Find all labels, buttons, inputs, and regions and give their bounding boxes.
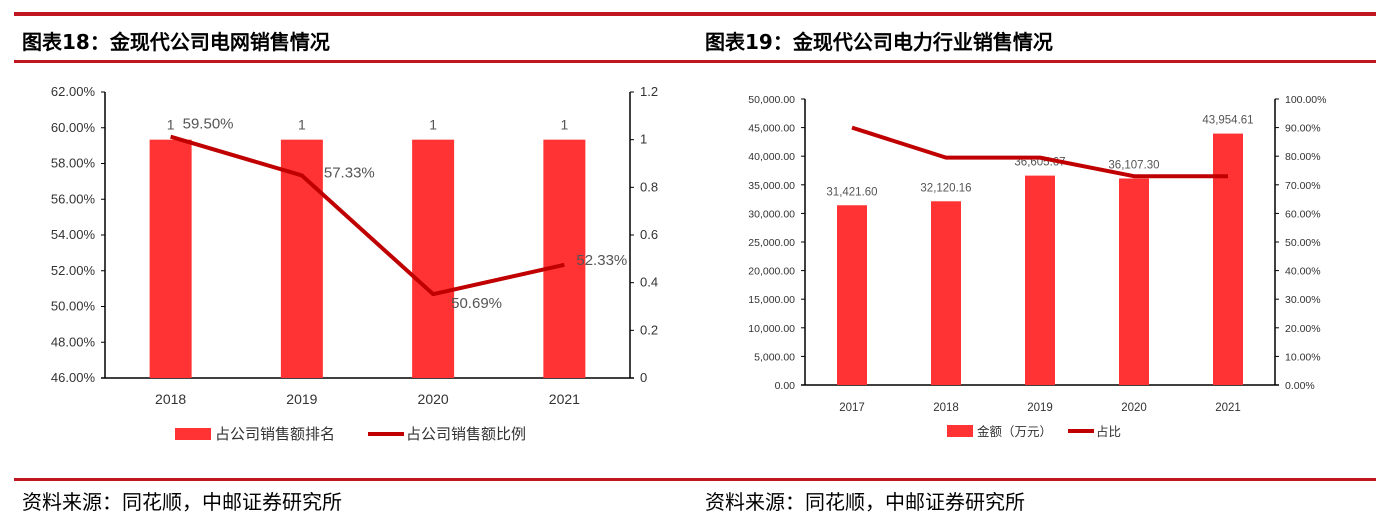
left-tick-label: 58.00% — [51, 156, 96, 171]
bar — [1119, 178, 1149, 385]
left-tick-label: 62.00% — [51, 84, 96, 99]
right-tick-label: 0.8 — [640, 179, 658, 194]
right-tick-label: 0.2 — [640, 322, 658, 337]
left-tick-label: 35,000.00 — [748, 180, 795, 192]
right-tick-label: 1 — [640, 132, 647, 147]
bar — [543, 139, 586, 378]
right-tick-label: 0 — [640, 370, 647, 385]
legend-bar-swatch — [175, 428, 211, 440]
bar-data-label: 32,120.16 — [920, 182, 971, 194]
chart-title: 图表18：金现代公司电网销售情况 — [22, 30, 330, 54]
left-tick-label: 48.00% — [51, 334, 96, 349]
bar — [837, 205, 867, 385]
legend-bar-swatch — [947, 425, 973, 437]
x-tick-label: 2018 — [933, 402, 959, 414]
bar-data-label: 36,107.30 — [1108, 159, 1159, 171]
bar-data-label: 1 — [560, 117, 568, 133]
x-tick-label: 2020 — [418, 391, 449, 407]
right-tick-label: 90.00% — [1285, 123, 1321, 135]
left-tick-label: 50,000.00 — [748, 94, 795, 106]
x-tick-label: 2020 — [1121, 402, 1147, 414]
bar — [149, 139, 192, 378]
panel-chart-18: 图表18：金现代公司电网销售情况 资料来源：同花顺，中邮证券研究所 — [14, 12, 697, 514]
panel-chart-19: 图表19：金现代公司电力行业销售情况 资料来源：同花顺，中邮证券研究所 — [697, 0, 1394, 526]
right-tick-label: 30.00% — [1285, 294, 1321, 306]
line-series — [170, 134, 565, 297]
title-rule — [14, 60, 697, 63]
right-tick-label: 70.00% — [1285, 180, 1321, 192]
source-rule — [14, 478, 697, 481]
left-tick-label: 40,000.00 — [748, 151, 795, 163]
left-tick-label: 46.00% — [51, 370, 96, 385]
right-tick-label: 0.4 — [640, 275, 658, 290]
left-tick-label: 45,000.00 — [748, 123, 795, 135]
left-tick-label: 25,000.00 — [748, 237, 795, 249]
right-tick-label: 1.2 — [640, 84, 658, 99]
top-rule — [697, 12, 1376, 16]
line-series — [851, 125, 1228, 179]
source-note: 资料来源：同花顺，中邮证券研究所 — [22, 490, 342, 514]
line-data-label: 57.33% — [324, 164, 375, 181]
left-tick-label: 50.00% — [51, 299, 96, 314]
right-tick-label: 40.00% — [1285, 266, 1321, 278]
x-tick-label: 2017 — [839, 402, 865, 414]
bar — [1213, 133, 1243, 385]
right-tick-label: 60.00% — [1285, 208, 1321, 220]
left-tick-label: 30,000.00 — [748, 208, 795, 220]
left-tick-label: 56.00% — [51, 191, 96, 206]
source-note: 资料来源：同花顺，中邮证券研究所 — [705, 490, 1025, 514]
bar-data-label: 1 — [429, 117, 437, 133]
x-tick-label: 2021 — [1215, 402, 1241, 414]
title-rule — [697, 60, 1376, 63]
chart-title: 图表19：金现代公司电力行业销售情况 — [705, 30, 1053, 54]
legend-line-label: 占比 — [1096, 424, 1121, 439]
right-tick-label: 10.00% — [1285, 351, 1321, 363]
bar-data-label: 31,421.60 — [826, 186, 877, 198]
left-tick-label: 54.00% — [51, 227, 96, 242]
top-rule — [14, 12, 697, 16]
right-tick-label: 100.00% — [1285, 94, 1326, 106]
bar-data-label: 1 — [167, 117, 175, 133]
legend-bar-label: 金额（万元） — [977, 424, 1052, 439]
left-tick-label: 10,000.00 — [748, 323, 795, 335]
left-tick-label: 5,000.00 — [754, 351, 795, 363]
bar — [412, 139, 455, 378]
left-tick-label: 52.00% — [51, 263, 96, 278]
left-tick-label: 15,000.00 — [748, 294, 795, 306]
legend-line-label: 占公司销售额比例 — [406, 426, 526, 443]
left-tick-label: 0.00 — [775, 380, 796, 392]
source-rule — [697, 478, 1376, 481]
left-tick-label: 20,000.00 — [748, 266, 795, 278]
line-data-label: 52.33% — [576, 252, 627, 269]
right-tick-label: 0.6 — [640, 227, 658, 242]
bar-data-label: 1 — [298, 117, 306, 133]
x-tick-label: 2021 — [549, 391, 580, 407]
bar — [280, 139, 323, 378]
x-tick-label: 2018 — [155, 391, 186, 407]
right-tick-label: 20.00% — [1285, 323, 1321, 335]
right-tick-label: 50.00% — [1285, 237, 1321, 249]
bar-data-label: 43,954.61 — [1202, 115, 1253, 127]
line-data-label: 59.50% — [183, 116, 234, 133]
right-tick-label: 0.00% — [1285, 380, 1315, 392]
left-tick-label: 60.00% — [51, 120, 96, 135]
x-tick-label: 2019 — [1027, 402, 1053, 414]
line-data-label: 50.69% — [451, 295, 502, 312]
legend-bar-label: 占公司销售额排名 — [215, 426, 335, 443]
bar — [931, 201, 961, 385]
right-tick-label: 80.00% — [1285, 151, 1321, 163]
x-tick-label: 2019 — [286, 391, 317, 407]
bar — [1025, 175, 1055, 385]
